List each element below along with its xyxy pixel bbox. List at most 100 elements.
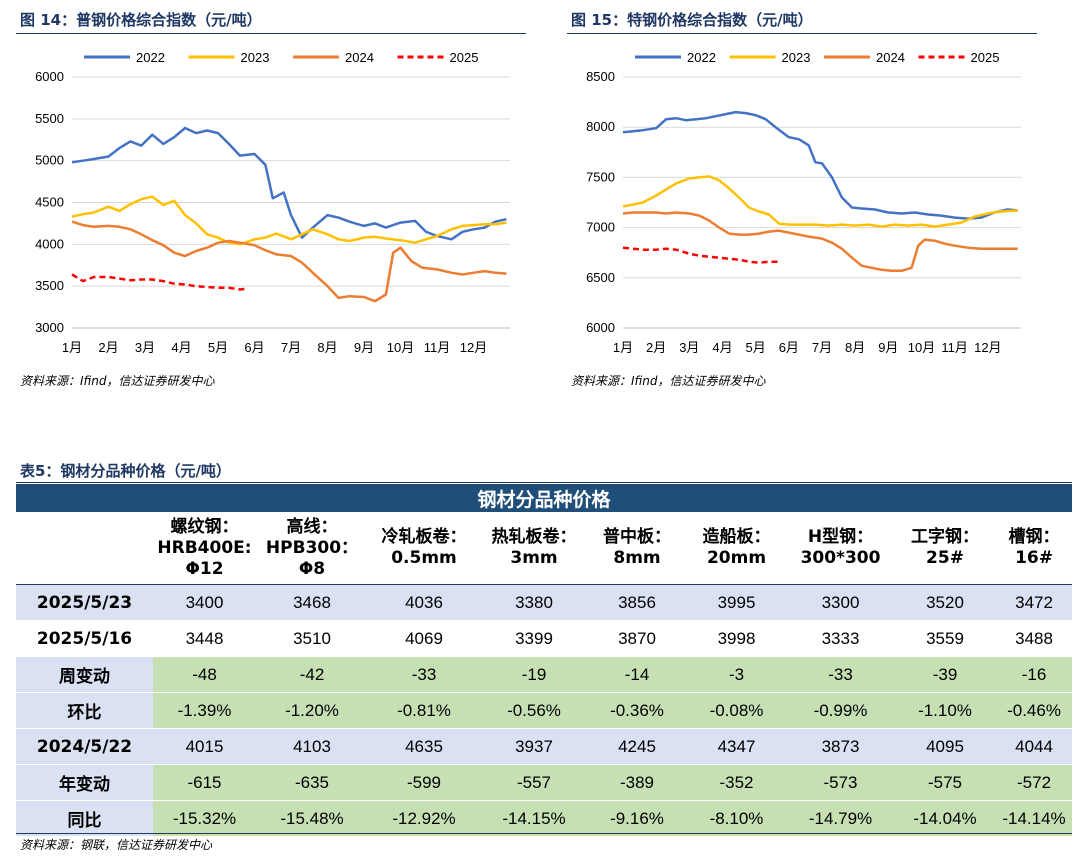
x-tick-label: 7月 — [812, 340, 832, 355]
column-header: 热轧板卷： 3mm — [480, 512, 588, 585]
row-label: 2025/5/16 — [16, 620, 153, 657]
table-banner: 钢材分品种价格 — [16, 484, 1073, 512]
x-tick-label: 1月 — [62, 340, 82, 355]
column-header: 槽钢： 16# — [996, 512, 1073, 585]
row-label: 周变动 — [16, 656, 153, 693]
table-cell: -9.16% — [588, 800, 686, 837]
table-cell: 4015 — [153, 728, 256, 765]
y-tick-label: 4000 — [35, 236, 64, 251]
x-tick-label: 10月 — [387, 340, 414, 355]
table-row: 2025/5/23 3400 3468 4036 3380 3856 3995 3300 352… — [16, 584, 1073, 621]
table-header-row: 螺纹钢： HRB400E: Φ12 高线： HPB300： Φ8 冷轧板卷： 0.5mm 热轧板… — [16, 512, 1073, 585]
figure-14-title: 图 14：普钢价格综合指数（元/吨） — [20, 11, 262, 29]
legend-label: 2025 — [971, 50, 1000, 65]
table-cell: -42 — [256, 656, 368, 693]
column-header-line: 热轧板卷： — [491, 527, 577, 547]
column-header-line: 高线： — [286, 516, 338, 537]
table-cell: -389 — [588, 764, 686, 801]
table-cell: 3448 — [153, 620, 256, 657]
y-tick-label: 5000 — [35, 153, 64, 168]
x-tick-label: 9月 — [878, 340, 898, 355]
table-cell: 3399 — [480, 620, 588, 657]
table-cell: -39 — [894, 656, 996, 693]
column-header: 冷轧板卷： 0.5mm — [368, 512, 480, 585]
x-tick-label: 12月 — [460, 340, 487, 355]
table-cell: -635 — [256, 764, 368, 801]
column-header-line: HRB400E: — [157, 537, 252, 558]
table-cell: -14.79% — [787, 800, 894, 837]
x-tick-label: 6月 — [244, 340, 264, 355]
table-title-rule — [16, 482, 1072, 483]
series-line-2025 — [71, 273, 246, 291]
column-header-line: 槽钢： — [1008, 527, 1060, 547]
table-cell: -14.15% — [480, 800, 588, 837]
row-label: 环比 — [16, 692, 153, 729]
series-line-2024 — [71, 220, 507, 303]
table-cell: -557 — [480, 764, 588, 801]
table-cell: 3856 — [588, 584, 686, 621]
row-label: 2025/5/23 — [16, 584, 153, 621]
legend-label: 2025 — [450, 50, 479, 65]
column-header: 螺纹钢： HRB400E: Φ12 — [153, 512, 256, 585]
table-cell: -1.20% — [256, 692, 368, 729]
x-tick-label: 9月 — [354, 340, 374, 355]
table-cell: 3998 — [686, 620, 787, 657]
series-line-2023 — [622, 175, 1018, 228]
series-line-2024 — [622, 211, 1018, 273]
y-tick-label: 6000 — [586, 320, 615, 335]
y-tick-label: 8000 — [586, 119, 615, 134]
table-cell: 3333 — [787, 620, 894, 657]
table-cell: 3870 — [588, 620, 686, 657]
y-tick-label: 6000 — [35, 69, 64, 84]
table-cell: -572 — [996, 764, 1073, 801]
legend-label: 2023 — [782, 50, 811, 65]
column-header: 造船板： 20mm — [686, 512, 787, 585]
table-cell: 3873 — [787, 728, 894, 765]
table-cell: 3937 — [480, 728, 588, 765]
table-cell: 4347 — [686, 728, 787, 765]
table-cell: -575 — [894, 764, 996, 801]
figure-14-source: 资料来源：Ifind，信达证券研发中心 — [20, 374, 215, 388]
table-cell: -1.10% — [894, 692, 996, 729]
table-cell: 3380 — [480, 584, 588, 621]
x-tick-label: 5月 — [208, 340, 228, 355]
x-tick-label: 6月 — [779, 340, 799, 355]
x-tick-label: 4月 — [171, 340, 191, 355]
table-cell: -0.36% — [588, 692, 686, 729]
table-title: 表5：钢材分品种价格（元/吨） — [20, 462, 231, 480]
table-cell: -19 — [480, 656, 588, 693]
table-cell: -15.32% — [153, 800, 256, 837]
x-tick-label: 8月 — [317, 340, 337, 355]
table-cell: 3995 — [686, 584, 787, 621]
table-row: 2025/5/16 3448 3510 4069 3399 3870 3998 3333 355… — [16, 620, 1073, 657]
y-tick-label: 6500 — [586, 270, 615, 285]
table-cell: -1.39% — [153, 692, 256, 729]
table-cell: -352 — [686, 764, 787, 801]
y-tick-label: 4500 — [35, 195, 64, 210]
column-header-line: 工字钢： — [911, 527, 979, 547]
x-tick-label: 2月 — [646, 340, 666, 355]
figure-15-source: 资料来源：Ifind，信达证券研发中心 — [571, 374, 766, 388]
series-line-2022 — [622, 110, 1018, 220]
table-cell: 3559 — [894, 620, 996, 657]
x-tick-label: 2月 — [98, 340, 118, 355]
y-tick-label: 5500 — [35, 111, 64, 126]
table-cell: 3400 — [153, 584, 256, 621]
column-header-line: Φ8 — [298, 558, 326, 579]
steel-price-table: 钢材分品种价格 螺纹钢： HRB400E: Φ12 高线： HPB300： Φ8 冷轧板卷：… — [16, 484, 1073, 837]
table-row: 2024/5/22 4015 4103 4635 3937 4245 4347 3873 409… — [16, 728, 1073, 765]
column-header-line: 25# — [926, 548, 964, 568]
column-header-line: 8mm — [613, 548, 661, 568]
table-cell: 4044 — [996, 728, 1073, 765]
table-row: 年变动 -615 -635 -599 -557 -389 -352 -573 -575 -572 — [16, 764, 1073, 801]
column-header: 普中板： 8mm — [588, 512, 686, 585]
table-cell: -615 — [153, 764, 256, 801]
column-header-line: 3mm — [510, 548, 558, 568]
table-cell: -33 — [787, 656, 894, 693]
x-tick-label: 7月 — [281, 340, 301, 355]
x-tick-label: 12月 — [974, 340, 1001, 355]
table-cell: 3510 — [256, 620, 368, 657]
table-row: 环比 -1.39% -1.20% -0.81% -0.56% -0.36% -0.08% -0… — [16, 692, 1073, 729]
legend-label: 2022 — [136, 50, 165, 65]
figure-15-rule — [567, 33, 1037, 34]
